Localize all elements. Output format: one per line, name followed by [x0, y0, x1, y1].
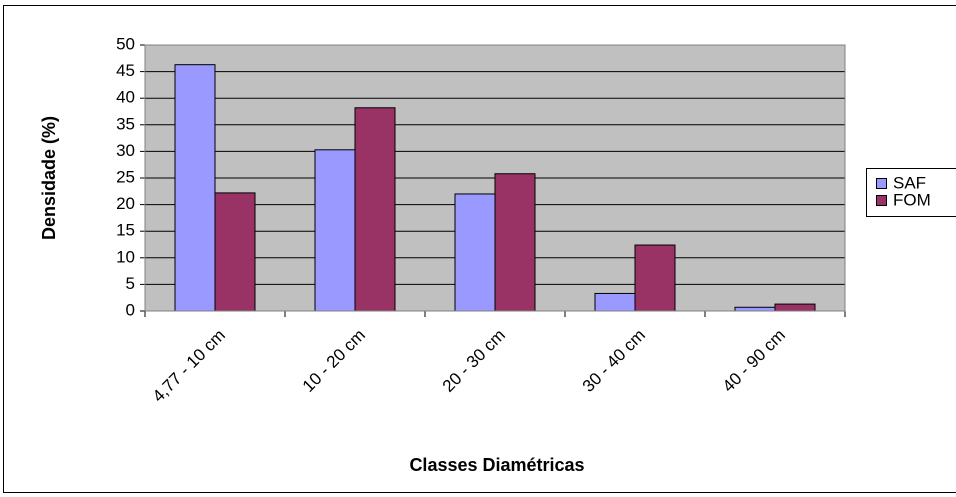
- y-tick-label: 25: [116, 167, 135, 186]
- plot-border: [144, 44, 846, 312]
- y-tick-label: 20: [116, 194, 135, 213]
- legend-label: FOM: [893, 190, 931, 209]
- y-tick-label: 5: [126, 274, 135, 293]
- y-axis-title: Densidade (%): [39, 116, 59, 240]
- bar: [734, 306, 776, 312]
- bar: [594, 292, 636, 312]
- legend-label: SAF: [893, 173, 926, 192]
- bar: [214, 192, 256, 312]
- y-tick-label: 0: [126, 300, 135, 319]
- y-tick-label: 15: [116, 221, 135, 240]
- y-tick-label: 40: [116, 88, 135, 107]
- legend-swatch: [876, 195, 887, 206]
- y-tick-label: 50: [116, 34, 135, 53]
- bar: [634, 244, 676, 312]
- legend-box: [866, 168, 956, 217]
- bar: [174, 64, 216, 312]
- bar: [494, 173, 536, 312]
- legend-swatch: [876, 178, 887, 189]
- bar: [774, 303, 816, 312]
- y-tick-label: 10: [116, 247, 135, 266]
- bar: [454, 193, 496, 312]
- y-tick-label: 45: [116, 61, 135, 80]
- bar: [354, 107, 396, 312]
- y-tick-label: 35: [116, 114, 135, 133]
- bar: [314, 149, 356, 312]
- x-axis-title: Classes Diamétricas: [409, 455, 584, 475]
- y-tick-label: 30: [116, 141, 135, 160]
- chart-border: [3, 5, 956, 493]
